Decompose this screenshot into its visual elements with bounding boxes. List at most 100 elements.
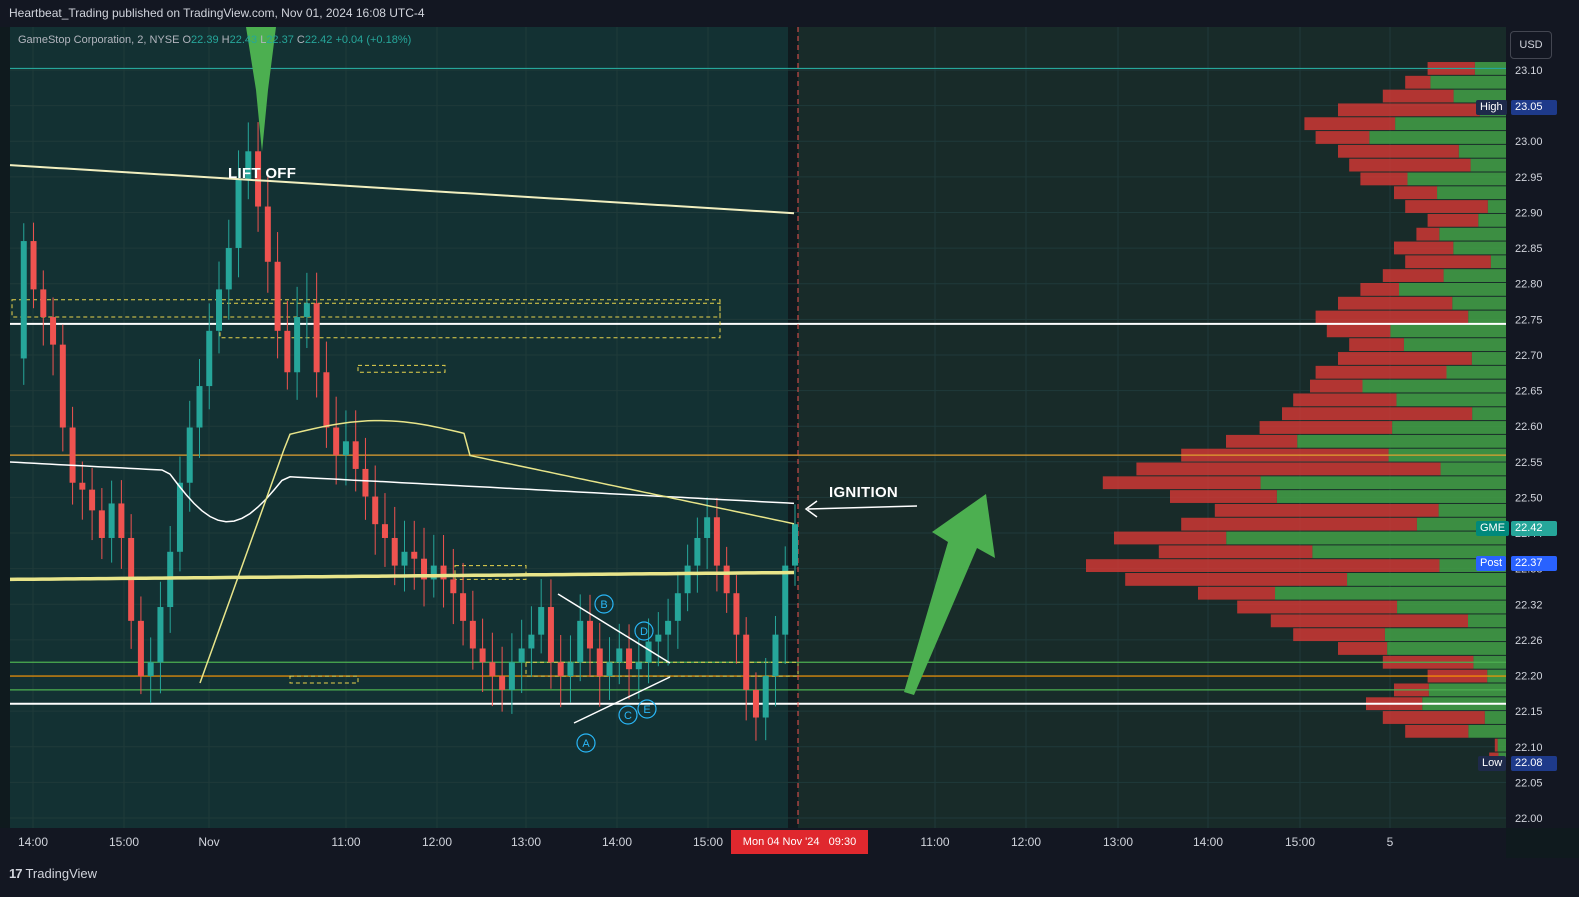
volume-profile-down [1338,144,1459,158]
candle-body [372,496,379,525]
volume-profile-down [1349,158,1471,172]
volume-profile-up [1497,738,1506,752]
volume-profile-up [1440,462,1506,476]
volume-profile-down [1315,365,1447,379]
volume-profile-up [1226,531,1506,545]
candle-body [245,151,252,179]
candle-body [792,524,798,566]
tradingview-brand[interactable]: 17 TradingView [9,866,97,881]
candle-body [40,289,47,318]
ignition-arrow-head [804,500,818,518]
volume-profile-down [1416,227,1440,241]
volume-profile-up [1467,614,1506,628]
candle-body [176,482,183,552]
volume-profile-down [1282,407,1473,421]
candle-body [596,648,603,677]
triangle-upper-line [557,593,671,664]
volume-profile-up [1468,310,1506,324]
volume-profile-down [1170,490,1277,503]
volume-profile-down [1394,186,1438,200]
candle-body [606,662,613,677]
candle-body [469,620,476,649]
wave-label-circle [576,733,596,753]
volume-profile-down [1394,241,1454,255]
y-tick-label: 22.55 [1515,457,1543,469]
volume-profile-down [1259,421,1393,434]
volume-profile-up [1347,573,1506,586]
candle-body [381,524,388,538]
volume-profile-up [1452,296,1506,310]
bullish-arrow [904,494,995,695]
candle-body [264,206,271,262]
currency-button[interactable]: USD [1510,31,1552,59]
volume-profile-up [1487,200,1506,213]
legend-low-label: L [260,34,267,46]
ignition-annotation: IGNITION [829,484,899,501]
wave-label-circle [637,699,657,719]
volume-profile-down [1405,255,1491,269]
candle-body [89,489,96,511]
y-tick-label: 22.26 [1515,635,1543,647]
volume-profile-up [1397,600,1506,614]
volume-profile-down [1338,296,1453,310]
candle-body [118,503,125,538]
legend-open-label: O [182,34,192,46]
volume-profile-down [1494,738,1498,752]
candle-body [577,620,584,663]
volume-profile-up [1468,724,1506,738]
candle-body [79,482,86,490]
wave-label: C [624,710,632,722]
candle-body [411,551,418,559]
triangle-lower-line [573,676,671,724]
price-axis-panel [1506,27,1579,828]
low-tag-label: Low [1478,756,1507,771]
candle-body [557,662,564,677]
candle-body [362,468,369,497]
volume-profile-up [1438,503,1506,517]
x-tick-label: 11:00 [331,835,360,849]
wave-label-circle [618,705,638,725]
volume-profile-up [1392,421,1506,434]
y-tick-label: 22.10 [1515,742,1543,754]
volume-profile-up [1369,131,1506,144]
legend-high-label: H [221,34,230,46]
crosshair-date-badge: Mon 04 Nov '24 09:30 [731,830,868,854]
candle-body [401,551,408,566]
candle-body [567,662,574,677]
candle-body [450,579,457,594]
volume-profile-down [1315,310,1469,324]
high-tag-value: 23.05 [1511,100,1557,115]
volume-profile-up [1407,172,1506,186]
volume-profile-down [1237,600,1398,614]
y-tick-label: 22.65 [1515,386,1543,398]
volume-profile-down [1382,89,1454,103]
wave-label-circle [594,594,614,614]
volume-profile-up [1387,642,1506,655]
wave-label: E [643,704,650,716]
volume-profile-down [1158,545,1313,559]
candle-body [430,565,437,580]
vwap-upper-band [9,164,795,215]
volume-profile-down [1427,213,1479,227]
volume-profile-up [1297,434,1506,448]
candle-body [391,537,398,566]
candle-body [225,247,232,290]
volume-profile-down [1405,75,1431,89]
wave-label: B [600,599,607,611]
volume-profile-up [1384,628,1506,642]
chart-legend: GameStop Corporation, 2, NYSE O22.39 H22… [18,34,411,46]
y-tick-label: 22.85 [1515,243,1543,255]
volume-profile-down [1086,559,1440,573]
volume-profile-down [1293,628,1385,642]
volume-profile-down [1382,711,1485,724]
candle-body [743,634,750,690]
candle-body [508,662,515,690]
x-tick-label: 13:00 [511,835,541,849]
candle-body [665,620,672,635]
y-tick-label: 22.75 [1515,314,1543,326]
candle-body [694,537,701,566]
candle-body [186,427,193,483]
candle-body [255,151,262,207]
volume-profile-down [1360,282,1400,296]
